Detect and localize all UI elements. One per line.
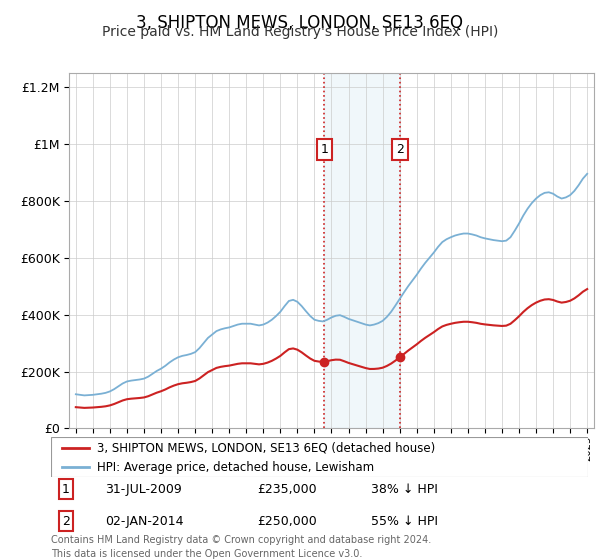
Text: 3, SHIPTON MEWS, LONDON, SE13 6EQ: 3, SHIPTON MEWS, LONDON, SE13 6EQ [137, 14, 464, 32]
Bar [325, 73, 400, 428]
Text: 02-JAN-2014: 02-JAN-2014 [105, 515, 183, 528]
Text: 2: 2 [396, 143, 404, 156]
Text: 31-JUL-2009: 31-JUL-2009 [105, 483, 181, 496]
Text: £235,000: £235,000 [258, 483, 317, 496]
Text: 1: 1 [320, 143, 328, 156]
Text: 38% ↓ HPI: 38% ↓ HPI [371, 483, 437, 496]
Text: 2: 2 [62, 515, 70, 528]
Text: HPI: Average price, detached house, Lewisham: HPI: Average price, detached house, Lewi… [97, 460, 374, 474]
Text: Contains HM Land Registry data © Crown copyright and database right 2024.
This d: Contains HM Land Registry data © Crown c… [51, 535, 431, 558]
FancyBboxPatch shape [51, 437, 588, 477]
Text: 3, SHIPTON MEWS, LONDON, SE13 6EQ (detached house): 3, SHIPTON MEWS, LONDON, SE13 6EQ (detac… [97, 441, 435, 454]
Text: Price paid vs. HM Land Registry's House Price Index (HPI): Price paid vs. HM Land Registry's House … [102, 25, 498, 39]
Text: 1: 1 [62, 483, 70, 496]
Text: £250,000: £250,000 [258, 515, 317, 528]
Text: 55% ↓ HPI: 55% ↓ HPI [371, 515, 437, 528]
